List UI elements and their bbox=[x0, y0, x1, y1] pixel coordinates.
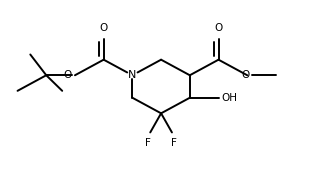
Text: N: N bbox=[128, 70, 137, 80]
Text: O: O bbox=[100, 23, 108, 33]
Text: F: F bbox=[145, 138, 151, 148]
Text: O: O bbox=[63, 70, 72, 80]
Text: O: O bbox=[241, 70, 250, 80]
Text: F: F bbox=[171, 138, 177, 148]
Text: OH: OH bbox=[222, 93, 238, 103]
Text: O: O bbox=[214, 23, 223, 33]
